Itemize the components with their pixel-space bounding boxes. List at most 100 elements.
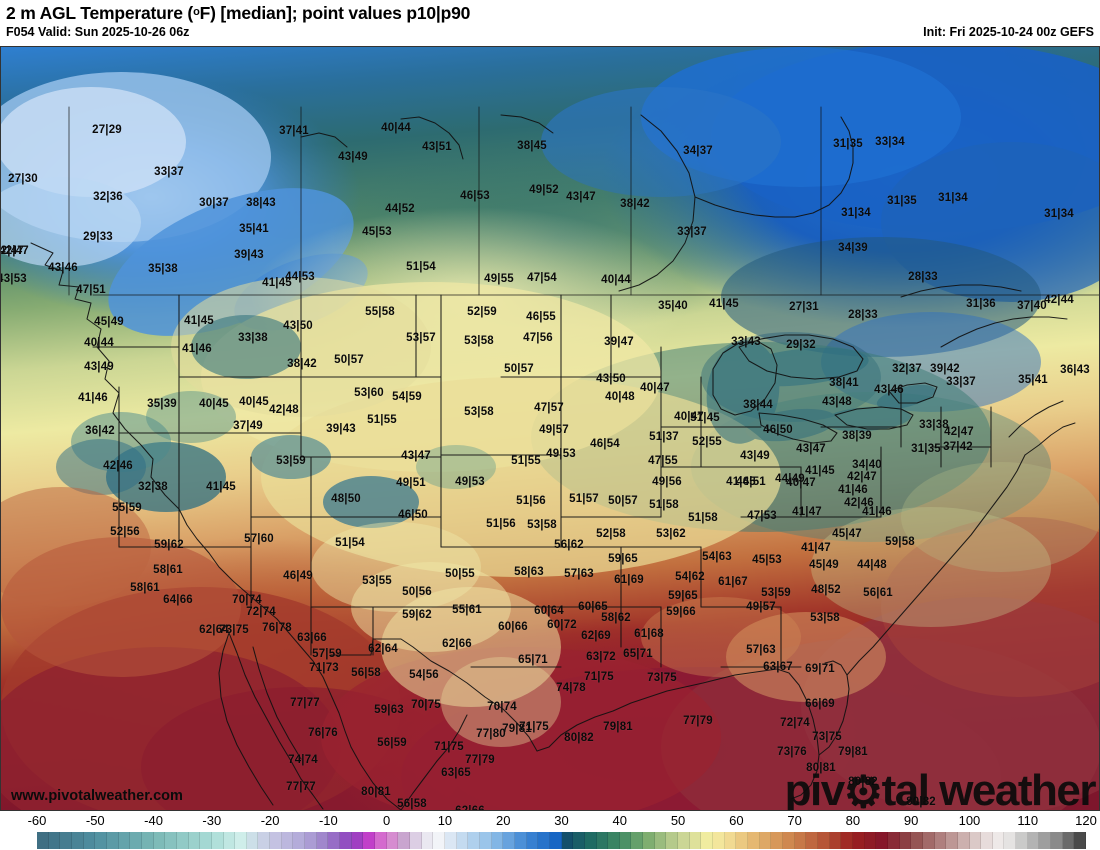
point-value-label: 46|51 bbox=[736, 476, 766, 488]
point-value-label: 35|40 bbox=[658, 300, 688, 312]
colorbar-segment bbox=[573, 832, 585, 849]
colorbar-segment bbox=[281, 832, 294, 849]
colorbar-segment bbox=[969, 832, 982, 849]
point-value-label: 43|46 bbox=[48, 262, 78, 274]
point-value-label: 54|59 bbox=[392, 391, 422, 403]
site-url-label: www.pivotalweather.com bbox=[11, 788, 183, 804]
point-value-label: 62|64 bbox=[199, 624, 229, 636]
colorbar-tick: -60 bbox=[27, 813, 47, 828]
colorbar-segment bbox=[188, 832, 201, 849]
colorbar-segment bbox=[363, 832, 376, 849]
colorbar-segment bbox=[666, 832, 679, 849]
colorbar-segment bbox=[153, 832, 166, 849]
point-value-label: 39|43 bbox=[326, 423, 356, 435]
point-value-label: 63|65 bbox=[441, 767, 471, 779]
point-value-label: 46|53 bbox=[460, 190, 490, 202]
point-value-label: 60|64 bbox=[534, 605, 564, 617]
point-value-label: 50|57 bbox=[504, 363, 534, 375]
colorbar-tick: 100 bbox=[958, 813, 981, 828]
point-value-label: 40|47 bbox=[674, 411, 704, 423]
point-value-label: 28|33 bbox=[908, 271, 938, 283]
map-header: 2 m AGL Temperature (oF) [median]; point… bbox=[0, 0, 1100, 46]
degree-symbol: o bbox=[193, 6, 200, 18]
point-value-label: 69|71 bbox=[805, 663, 835, 675]
point-value-label: 42|48 bbox=[269, 404, 299, 416]
colorbar-segment bbox=[479, 832, 492, 849]
point-value-label: 52|56 bbox=[110, 526, 140, 538]
point-value-label: 72|74 bbox=[246, 606, 276, 618]
colorbar-segment bbox=[899, 832, 912, 849]
point-value-label: 63|72 bbox=[586, 651, 616, 663]
point-value-label: 51|56 bbox=[516, 495, 546, 507]
point-value-label: 36|43 bbox=[1060, 364, 1090, 376]
colorbar-segment bbox=[176, 832, 189, 849]
point-value-label: 53|59 bbox=[761, 587, 791, 599]
colorbar-segment bbox=[235, 832, 247, 849]
colorbar-gradient[interactable] bbox=[37, 832, 1087, 849]
colorbar-segment bbox=[1039, 832, 1052, 849]
colorbar-tick: 60 bbox=[729, 813, 744, 828]
colorbar-segment bbox=[852, 832, 865, 849]
colorbar-segment bbox=[608, 832, 620, 849]
point-value-label: 41|46 bbox=[862, 506, 892, 518]
point-value-label: 49|57 bbox=[746, 601, 776, 613]
colorbar-segment bbox=[806, 832, 818, 849]
point-value-label: 31|35 bbox=[911, 443, 941, 455]
point-value-label: 31|35 bbox=[887, 195, 917, 207]
colorbar-segment bbox=[293, 832, 306, 849]
colorbar-segment bbox=[514, 832, 527, 849]
point-value-label: 40|45 bbox=[199, 398, 229, 410]
point-value-label: 41|47 bbox=[801, 542, 831, 554]
point-value-label: 35|38 bbox=[148, 263, 178, 275]
point-value-label: 66|69 bbox=[805, 698, 835, 710]
colorbar-segment bbox=[165, 832, 177, 849]
point-value-label: 42|47 bbox=[944, 426, 974, 438]
point-value-label: 57|60 bbox=[244, 533, 274, 545]
point-value-label: 38|42 bbox=[620, 198, 650, 210]
point-value-label: 33|37 bbox=[677, 226, 707, 238]
point-value-label: 51|54 bbox=[335, 537, 365, 549]
colorbar-tick: 40 bbox=[612, 813, 627, 828]
point-value-label: 72|74 bbox=[780, 717, 810, 729]
map-viewport[interactable]: 27|29 27|30 33|37 32|36 30|37 38|43 29|33 35|41… bbox=[0, 46, 1100, 811]
colorbar-segment bbox=[410, 832, 422, 849]
point-value-label: 59|58 bbox=[885, 536, 915, 548]
point-value-label: 54|56 bbox=[409, 669, 439, 681]
colorbar-tick: -10 bbox=[318, 813, 338, 828]
point-value-label: 53|58 bbox=[527, 519, 557, 531]
point-value-label: 57|59 bbox=[312, 648, 342, 660]
point-value-label: 35|41 bbox=[1018, 374, 1048, 386]
point-value-label: 61|67 bbox=[718, 576, 748, 588]
point-value-label: 79|81 bbox=[603, 721, 633, 733]
point-value-label: 31|36 bbox=[966, 298, 996, 310]
point-value-label: 43|49 bbox=[84, 361, 114, 373]
point-value-label: 42|46 bbox=[103, 460, 133, 472]
point-value-label: 63|67 bbox=[763, 661, 793, 673]
point-value-label: 32|38 bbox=[138, 481, 168, 493]
colorbar-segment bbox=[619, 832, 632, 849]
point-value-label: 53|59 bbox=[276, 455, 306, 467]
colorbar-segment bbox=[1004, 832, 1017, 849]
colorbar-segment bbox=[829, 832, 842, 849]
point-value-label: 51|45 bbox=[690, 412, 720, 424]
point-value-label: 55|59 bbox=[112, 502, 142, 514]
colorbar-segment bbox=[911, 832, 923, 849]
point-value-label: 34|40 bbox=[852, 459, 882, 471]
point-value-label: 27|31 bbox=[789, 301, 819, 313]
colorbar-tick: 110 bbox=[1017, 813, 1039, 828]
point-value-label: 45|49 bbox=[94, 316, 124, 328]
colorbar-segment bbox=[386, 832, 399, 849]
point-value-label: 49|53 bbox=[455, 476, 485, 488]
colorbar-segment bbox=[957, 832, 970, 849]
point-value-label: 49|56 bbox=[652, 476, 682, 488]
colorbar-segment bbox=[328, 832, 341, 849]
point-value-label: 43|50 bbox=[596, 373, 626, 385]
colorbar-segment bbox=[736, 832, 749, 849]
point-value-label: 29|33 bbox=[83, 231, 113, 243]
point-value-label: 47|56 bbox=[523, 332, 553, 344]
point-value-label: 50|57 bbox=[608, 495, 638, 507]
colorbar-segment bbox=[71, 832, 84, 849]
point-value-label: 43|51 bbox=[422, 141, 452, 153]
colorbar-tick: 120 bbox=[1075, 813, 1097, 828]
